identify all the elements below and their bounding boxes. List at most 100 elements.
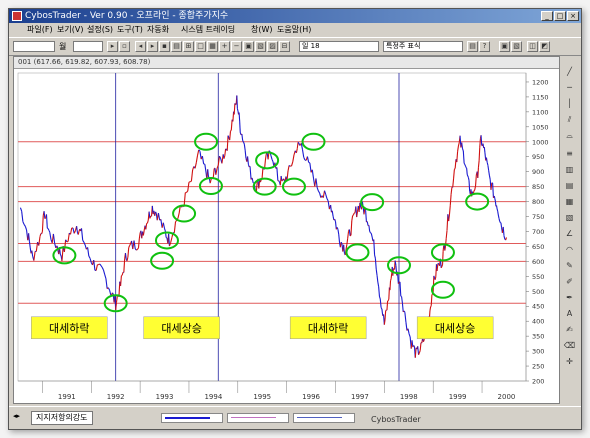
y-tick-label: 900 [532, 168, 544, 176]
price-segment [100, 265, 103, 268]
x-tick-label: 1994 [204, 393, 222, 401]
grid-icon[interactable]: ▤ [565, 181, 574, 190]
bars-icon[interactable]: ▦ [565, 197, 574, 206]
text-icon[interactable]: A [566, 309, 573, 318]
period-select[interactable]: 일 18 [299, 41, 379, 52]
price-segment [22, 221, 25, 225]
price-segment [390, 273, 393, 279]
price-segment [190, 169, 194, 182]
pen-icon[interactable]: ✐ [566, 277, 573, 286]
brush-icon[interactable]: ✒ [566, 293, 573, 302]
minimize-button[interactable]: _ [541, 11, 553, 21]
angle-icon[interactable]: ∠ [565, 229, 574, 238]
price-segment [449, 194, 452, 206]
bars-icon[interactable]: ▧ [565, 213, 574, 222]
menu-bar: 파일(F) 보기(V) 설정(S) 도구(T) 자동화 시스템 트레이딩 창(W… [9, 23, 581, 36]
tab-scroll-icon[interactable]: ◂▸ [13, 412, 21, 420]
price-segment [403, 310, 406, 313]
edit-icon[interactable]: ✍ [566, 325, 573, 334]
toolbar-button[interactable]: ▸ [147, 41, 158, 52]
menu-help[interactable]: 도움말(H) [277, 25, 312, 34]
price-segment [466, 174, 469, 177]
price-segment [217, 156, 221, 166]
small-select[interactable] [73, 41, 103, 52]
price-segment [323, 190, 327, 195]
menu-window[interactable]: 창(W) [251, 25, 273, 34]
menu-tools[interactable]: 도구(T) [117, 25, 143, 34]
price-segment [127, 247, 130, 258]
crosshair-icon[interactable]: ✛ [566, 357, 573, 366]
menu-file[interactable]: 파일(F) [27, 25, 53, 34]
y-tick-label: 200 [532, 378, 544, 386]
price-segment [201, 156, 205, 164]
toolbar-button[interactable]: ▣ [499, 41, 510, 52]
trendline-icon[interactable]: ╱ [567, 67, 572, 76]
line-style-select[interactable] [293, 413, 355, 423]
toolbar-button[interactable]: ▸ [107, 41, 118, 52]
toolbar-button[interactable]: ▪ [159, 41, 170, 52]
title-bar[interactable]: CybosTrader - Ver 0.90 - 오프라인 - 종합주가지수 _… [9, 9, 581, 23]
zoom-out-icon[interactable]: − [231, 41, 242, 52]
price-segment [373, 239, 376, 255]
help-icon[interactable]: ? [479, 41, 490, 52]
menu-system-trading[interactable]: 시스템 트레이딩 [181, 25, 236, 34]
line-style-select[interactable] [161, 413, 223, 423]
price-segment [383, 319, 386, 325]
toolbar-button[interactable]: ⊟ [279, 41, 290, 52]
price-segment [480, 135, 483, 146]
toolbar-button[interactable]: □ [195, 41, 206, 52]
tab-support-resistance[interactable]: 지지저항의강도 [31, 411, 93, 425]
toolbar: 월 ▸ ▫ ◂ ▸ ▪ ▤ ⊞ □ ▦ + − ▣ ▧ ▨ ⊟ 일 18 특정주… [9, 37, 581, 56]
zoom-in-icon[interactable]: + [219, 41, 230, 52]
price-segment [142, 230, 145, 236]
price-segment [49, 232, 52, 240]
close-button[interactable]: × [567, 11, 579, 21]
trend-label: 대세상승 [161, 322, 201, 335]
pen-icon[interactable]: ✎ [566, 261, 573, 270]
price-segment [462, 150, 465, 164]
eraser-icon[interactable]: ⌫ [563, 341, 576, 350]
price-segment [468, 180, 471, 192]
toolbar-button[interactable]: ▫ [119, 41, 130, 52]
indicator-select[interactable]: 특정주 표식 [383, 41, 463, 52]
price-segment [457, 142, 460, 147]
menu-automation[interactable]: 자동화 [147, 25, 170, 34]
toolbar-button[interactable]: ▧ [255, 41, 266, 52]
toolbar-button[interactable]: ⊞ [183, 41, 194, 52]
toolbar-button[interactable]: ▨ [267, 41, 278, 52]
price-segment [401, 303, 404, 313]
price-segment [95, 264, 98, 271]
vertical-line-icon[interactable]: │ [567, 99, 572, 108]
grid-icon[interactable]: ▥ [565, 165, 574, 174]
fibonacci-icon[interactable]: ≡ [566, 149, 573, 158]
price-chart[interactable]: 대세하락 대세상승 대세하락 대세상승 1200 1150 1100 1050 1000 950… [14, 69, 559, 403]
price-segment [325, 194, 328, 199]
fan-icon[interactable]: ⌓ [566, 131, 573, 140]
menu-view[interactable]: 보기(V) [57, 25, 84, 34]
line-style-select[interactable] [227, 413, 289, 423]
toolbar-button[interactable]: ▤ [171, 41, 182, 52]
arc-icon[interactable]: ◠ [566, 245, 573, 254]
price-segment [54, 243, 57, 249]
toolbar-button[interactable]: ▣ [243, 41, 254, 52]
price-segment [123, 258, 126, 273]
channel-icon[interactable]: ⫽ [567, 115, 572, 124]
toolbar-button[interactable]: ◫ [527, 41, 538, 52]
toolbar-button[interactable]: ◩ [539, 41, 550, 52]
price-segment [306, 156, 310, 163]
x-tick-label: 1998 [400, 393, 418, 401]
code-input[interactable] [13, 41, 55, 52]
line-icon[interactable]: ─ [567, 83, 572, 92]
toolbar-button[interactable]: ▤ [467, 41, 478, 52]
highlight-circle [345, 243, 370, 262]
maximize-button[interactable]: □ [554, 11, 566, 21]
highlight-circle [255, 151, 280, 170]
price-segment [107, 287, 111, 291]
price-segment [198, 149, 201, 152]
price-segment [204, 164, 207, 173]
toolbar-button[interactable]: ▧ [511, 41, 522, 52]
toolbar-button[interactable]: ▦ [207, 41, 218, 52]
price-segment [126, 256, 129, 261]
menu-settings[interactable]: 설정(S) [87, 25, 114, 34]
toolbar-button[interactable]: ◂ [135, 41, 146, 52]
